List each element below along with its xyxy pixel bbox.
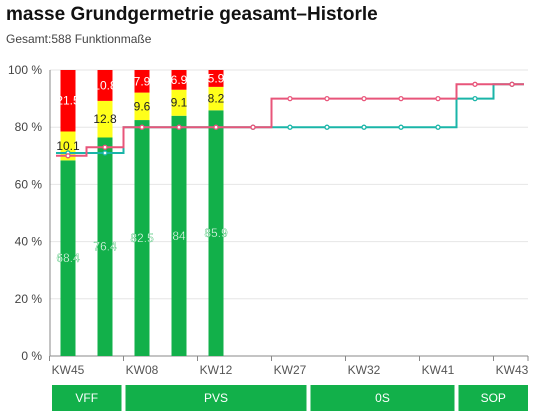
bar-label-green: 82.5 — [130, 231, 154, 245]
series-line-teal — [56, 83, 524, 154]
series-point-pink — [176, 124, 182, 130]
bar-segment-red — [97, 70, 113, 101]
series-point-teal — [435, 124, 441, 130]
series-point-pink — [361, 95, 367, 102]
series-point-pink — [139, 124, 145, 130]
x-tick-label: KW45 — [52, 363, 85, 377]
bar-label-green: 85.9 — [204, 226, 228, 240]
phase-band — [125, 385, 307, 411]
bar-label-yellow: 9.6 — [134, 99, 151, 113]
bar-label-red: 5.9 — [208, 71, 225, 85]
series-point-pink — [324, 95, 330, 102]
chart-subtitle: Gesamt:588 Funktionmaße — [6, 32, 152, 46]
bar-segment-green — [171, 115, 187, 356]
series-point-pink — [250, 124, 256, 130]
bar-label-green: 84 — [172, 229, 186, 243]
bar-segment-yellow — [134, 92, 150, 121]
series-point-teal — [102, 150, 108, 156]
series-point-pink — [398, 95, 404, 102]
x-tick-label: KW12 — [200, 363, 233, 377]
series-point-pink — [435, 95, 441, 102]
series-point-teal — [361, 124, 367, 130]
bar-label-red: 21.5 — [56, 94, 80, 108]
x-tick-label: KW08 — [126, 363, 159, 377]
series-point-pink — [213, 124, 219, 130]
series-point-pink — [102, 144, 108, 150]
x-tick-label: KW27 — [274, 363, 307, 377]
bar-label-yellow: 9.1 — [171, 96, 188, 110]
y-tick-label: 0 % — [21, 349, 42, 363]
series-point-teal — [287, 124, 293, 130]
bar-label-red: 7.9 — [134, 74, 151, 88]
bar-label-yellow: 12.8 — [93, 112, 117, 126]
bar-segment-red — [60, 70, 76, 132]
phase-band — [458, 385, 528, 411]
series-point-pink — [509, 81, 515, 87]
y-tick-label: 60 % — [15, 177, 43, 191]
phase-label: PVS — [204, 391, 228, 405]
x-tick-label: KW43 — [496, 363, 529, 377]
x-tick-label: KW32 — [348, 363, 381, 377]
bar-label-red: 6.9 — [171, 73, 188, 87]
bar-segment-red — [208, 70, 224, 87]
chart-title: masse Grundgermetrie geasamt–Historle — [6, 4, 378, 25]
phase-label: VFF — [75, 391, 98, 405]
series-line-pink — [56, 83, 524, 157]
bar-label-green: 76.4 — [93, 240, 117, 254]
bar-segment-yellow — [97, 100, 113, 138]
bar-segment-yellow — [208, 86, 224, 111]
bar-segment-yellow — [171, 89, 187, 116]
y-tick-label: 80 % — [15, 120, 43, 134]
phase-band — [310, 385, 455, 411]
series-point-teal — [324, 124, 330, 130]
bar-label-yellow: 10.1 — [56, 139, 80, 153]
x-tick-label: KW41 — [422, 363, 455, 377]
bar-segment-red — [134, 70, 150, 93]
y-tick-label: 40 % — [15, 235, 43, 249]
y-tick-label: 20 % — [15, 292, 43, 306]
series-point-pink — [287, 95, 293, 102]
y-tick-label: 100 % — [8, 63, 42, 77]
bar-segment-green — [134, 120, 150, 356]
phase-label: SOP — [481, 391, 506, 405]
bar-segment-green — [208, 110, 224, 357]
bar-segment-green — [97, 137, 113, 356]
bar-label-red: 10.8 — [93, 78, 117, 92]
series-point-pink — [65, 153, 71, 159]
phase-band — [52, 385, 122, 411]
series-point-pink — [472, 81, 478, 87]
phase-label: 0S — [375, 391, 390, 405]
bar-segment-green — [60, 160, 76, 356]
series-point-teal — [398, 124, 404, 130]
bar-label-yellow: 8.2 — [208, 92, 225, 106]
bar-label-green: 68.4 — [56, 251, 80, 265]
bar-segment-red — [171, 70, 187, 90]
series-point-teal — [472, 95, 478, 102]
